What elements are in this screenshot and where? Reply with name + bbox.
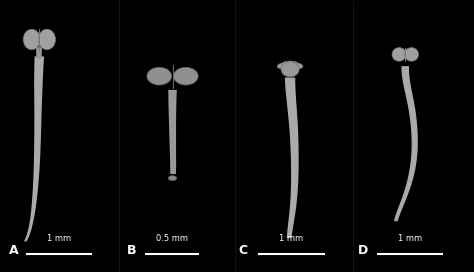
Ellipse shape: [281, 62, 299, 77]
Text: 1 mm: 1 mm: [47, 234, 71, 243]
Text: 1 mm: 1 mm: [280, 234, 303, 243]
Ellipse shape: [23, 29, 40, 50]
Ellipse shape: [277, 63, 287, 69]
Polygon shape: [285, 78, 299, 238]
Ellipse shape: [168, 176, 177, 181]
Polygon shape: [394, 66, 418, 221]
Ellipse shape: [286, 61, 294, 67]
Ellipse shape: [173, 67, 198, 85]
Polygon shape: [168, 90, 177, 174]
Polygon shape: [24, 56, 44, 242]
Text: A: A: [9, 244, 18, 257]
Ellipse shape: [404, 48, 419, 61]
Ellipse shape: [392, 48, 406, 61]
Text: 1 mm: 1 mm: [398, 234, 422, 243]
Text: D: D: [358, 244, 368, 257]
Ellipse shape: [290, 61, 299, 67]
Ellipse shape: [293, 63, 303, 69]
Ellipse shape: [281, 61, 290, 67]
Ellipse shape: [147, 67, 172, 85]
Text: 0.5 mm: 0.5 mm: [156, 234, 188, 243]
Text: B: B: [127, 244, 137, 257]
Text: C: C: [238, 244, 247, 257]
Ellipse shape: [38, 29, 55, 50]
